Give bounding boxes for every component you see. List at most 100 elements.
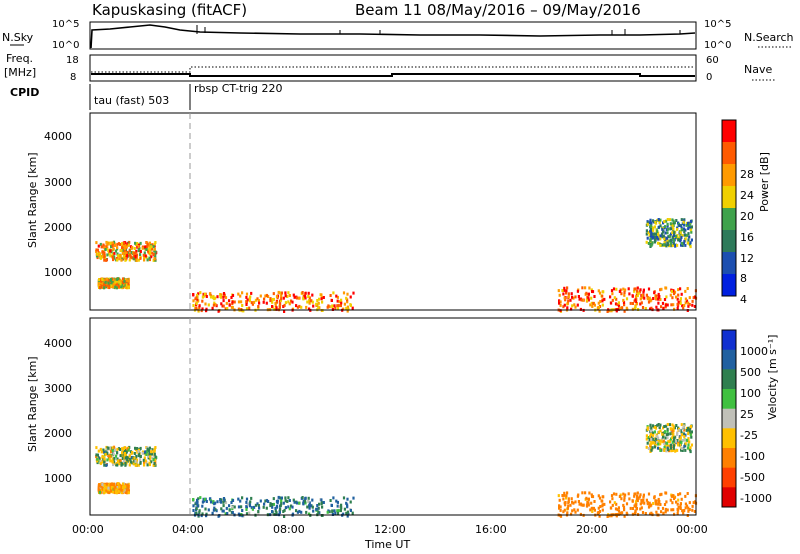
power-echo-cell — [680, 235, 683, 239]
velocity-echo-cell — [308, 501, 311, 505]
velocity-echo-cell — [192, 509, 195, 512]
power-echo-cell — [114, 285, 117, 289]
velocity-echo-cell — [141, 451, 144, 455]
power-echo-cell — [105, 285, 108, 289]
velocity-echo-cell — [617, 506, 620, 510]
velocity-echo-cell — [680, 433, 684, 437]
power-echo-cell — [128, 249, 131, 253]
power-echo-cell — [214, 303, 217, 307]
power-echo-cell — [562, 305, 565, 309]
velocity-echo-cell — [297, 501, 301, 505]
velocity-echo-cell — [274, 509, 277, 513]
velocity-echo-cell — [148, 457, 152, 461]
velocity-echo-cell — [558, 498, 561, 502]
velocity-echo-cell — [625, 502, 629, 506]
velocity-echo-cell — [287, 505, 290, 509]
velocity-echo-cell — [640, 506, 643, 510]
velocity-echo-cell — [346, 503, 349, 507]
power-echo-cell — [336, 304, 339, 308]
power-echo-cell — [109, 254, 112, 258]
velocity-echo-cell — [228, 508, 231, 512]
velocity-echo-cell — [272, 502, 275, 506]
power-echo-cell — [639, 302, 642, 306]
power-echo-cell — [623, 303, 626, 307]
velocity-echo-cell — [130, 455, 133, 459]
velocity-echo-cell — [322, 501, 325, 504]
power-echo-cell — [149, 250, 152, 254]
velocity-echo-cell — [127, 456, 130, 460]
velocity-echo-cell — [153, 447, 156, 451]
velocity-echo-cell — [283, 515, 286, 518]
velocity-echo-cell — [664, 436, 667, 440]
velocity-colorbar-swatch — [722, 428, 736, 449]
power-echo-cell — [648, 233, 651, 236]
velocity-echo-cell — [688, 508, 691, 511]
velocity-echo-cell — [125, 488, 128, 492]
power-echo-cell — [652, 297, 655, 300]
power-echo-cell — [311, 300, 314, 304]
velocity-echo-cell — [96, 461, 99, 465]
power-echo-cell — [680, 243, 683, 247]
vel-cb-tick-100: 100 — [740, 387, 761, 400]
velocity-echo-cell — [652, 433, 655, 437]
velocity-echo-cell — [124, 453, 127, 457]
velocity-echo-cell — [587, 497, 590, 501]
velocity-echo-cell — [346, 497, 349, 501]
power-echo-cell — [95, 254, 99, 258]
power-echo-cell — [239, 294, 242, 298]
velocity-echo-cell — [343, 507, 346, 511]
velocity-echo-cell — [271, 505, 274, 509]
velocity-echo-cell — [572, 501, 575, 505]
velocity-echo-cell — [561, 494, 564, 497]
velocity-echo-cell — [661, 506, 665, 510]
velocity-echo-cell — [644, 512, 647, 515]
power-echo-cell — [655, 305, 658, 309]
power-echo-cell — [336, 307, 340, 310]
power-echo-cell — [615, 287, 618, 291]
power-echo-cell — [564, 298, 567, 302]
velocity-echo-cell — [126, 484, 129, 488]
velocity-echo-cell — [569, 503, 572, 507]
power-echo-cell — [659, 243, 662, 247]
velocity-echo-cell — [336, 509, 339, 513]
velocity-echo-cell — [593, 500, 596, 503]
velocity-echo-cell — [345, 501, 348, 505]
power-echo-cell — [225, 301, 228, 305]
velocity-echo-cell — [674, 449, 677, 453]
velocity-echo-cell — [647, 436, 650, 439]
velocity-echo-cell — [121, 447, 124, 451]
power-echo-cell — [664, 303, 667, 307]
power-echo-cell — [646, 222, 649, 226]
velocity-echo-cell — [114, 490, 117, 494]
power-echo-cell — [118, 257, 121, 261]
power-echo-cell — [279, 291, 282, 295]
power-cb-tick-20: 20 — [740, 210, 754, 223]
velocity-echo-cell — [97, 485, 100, 489]
velocity-echo-cell — [133, 452, 136, 455]
power-echo-cell — [679, 302, 682, 305]
xtick-1200: 12:00 — [374, 523, 406, 536]
power-echo-cell — [631, 294, 634, 298]
power-ytick-4000: 4000 — [44, 130, 72, 143]
velocity-echo-cell — [646, 502, 649, 506]
velocity-echo-cell — [672, 424, 675, 428]
velocity-echo-cell — [282, 501, 285, 505]
velocity-echo-cell — [649, 432, 653, 436]
power-echo-cell — [115, 278, 119, 282]
power-echo-cell — [135, 249, 138, 253]
power-echo-cell — [565, 289, 568, 293]
velocity-echo-cell — [690, 435, 693, 439]
power-echo-cell — [659, 237, 662, 241]
power-echo-cell — [121, 252, 124, 255]
power-echo-cell — [207, 303, 210, 307]
velocity-echo-cell — [276, 505, 279, 509]
power-echo-cell — [663, 240, 666, 244]
velocity-echo-cell — [144, 459, 147, 463]
velocity-echo-cell — [273, 512, 276, 516]
velocity-echo-cell — [312, 509, 315, 513]
velocity-echo-cell — [671, 440, 674, 444]
velocity-echo-cell — [103, 460, 106, 464]
power-echo-cell — [271, 305, 274, 308]
power-echo-cell — [329, 294, 332, 297]
